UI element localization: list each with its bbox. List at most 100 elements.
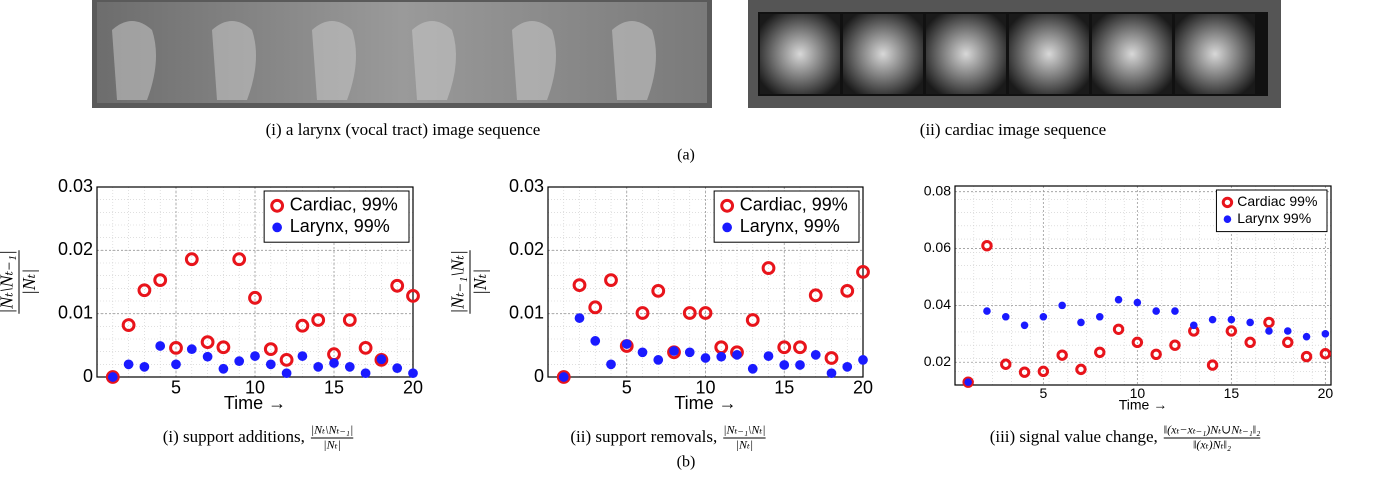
y-tick-label: 0.08 [924,182,951,198]
point [964,378,972,386]
formula-denominator: |Nₜ| [323,438,341,452]
point [1209,316,1217,324]
point [1284,327,1292,335]
x-axis-label: Time → [674,393,736,413]
x-tick-label: 5 [171,377,181,397]
formula-numerator: ‖(xₜ−xₜ₋₁)Nₜ∪Nₜ₋₁‖₂ [1164,423,1261,437]
point [392,363,402,373]
point [779,360,789,370]
legend-marker [722,223,732,233]
point [638,347,648,357]
x-tick-label: 5 [622,377,632,397]
x-tick-label: 20 [1318,385,1334,401]
point [250,351,260,361]
y-tick-label: 0 [534,366,544,386]
formula-numerator: |Nₜ\Nₜ₋₁| [311,423,353,437]
y-tick-label: 0.06 [924,239,951,255]
point [345,362,355,372]
caption: (iii) signal value change, [990,427,1158,446]
point [108,372,118,382]
point [606,359,616,369]
y-axis-label: |Nₜ\Nₜ₋₁||Nₜ| [0,250,39,314]
point [1002,313,1010,321]
formula-numerator: |Nₜ₋₁\Nₜ| [447,250,467,314]
formula-numerator: |Nₜ₋₁\Nₜ| [723,423,765,437]
point [298,351,308,361]
legend: Cardiac, 99%Larynx, 99% [264,191,409,242]
formula-denominator: |Nₜ| [736,438,754,452]
caption: (ii) cardiac image sequence [920,120,1106,139]
legend: Cardiac 99%Larynx 99% [1216,190,1327,232]
point [669,346,679,356]
point [1265,327,1273,335]
figure: (i) a larynx (vocal tract) image sequenc… [0,0,1373,484]
point [983,307,991,315]
point [361,368,371,378]
x-tick-label: 20 [853,377,873,397]
point [234,356,244,366]
legend-marker [1224,215,1232,223]
point [653,355,663,365]
y-tick-label: 0.01 [58,302,93,322]
point [1303,333,1311,341]
x-tick-label: 15 [1224,385,1240,401]
y-tick-label: 0.04 [924,296,951,312]
point [1152,307,1160,315]
point [575,313,585,323]
y-axis-label: |Nₜ₋₁\Nₜ||Nₜ| [447,250,490,314]
panel-label: (a) [677,147,695,164]
formula-numerator: |Nₜ\Nₜ₋₁| [0,250,16,314]
larynx-sequence [92,0,712,108]
point [171,359,181,369]
point [1021,322,1029,330]
caption-formula: |Nₜ\Nₜ₋₁||Nₜ| [311,423,353,452]
point [858,355,868,365]
legend-label: Cardiac 99% [1237,193,1317,209]
point [1134,299,1142,307]
x-tick-label: 5 [1039,385,1047,401]
y-tick-label: 0.03 [58,176,93,196]
point [1246,319,1254,327]
page: {"figure": { "larynx_caption": "(i) a la… [0,0,1373,484]
point [1096,313,1104,321]
point [764,351,774,361]
panel-label: (b) [677,454,696,471]
y-tick-label: 0.02 [509,239,544,259]
caption: (i) support additions, [163,427,305,446]
y-tick-label: 0.02 [924,353,951,369]
legend-label: Cardiac, 99% [290,195,398,215]
point [329,358,339,368]
point [732,350,742,360]
formula-denominator: ‖(xₜ)Nₜ‖₂ [1193,438,1231,452]
y-tick-label: 0.02 [58,239,93,259]
point [203,352,213,362]
point [701,353,711,363]
point [155,341,165,351]
point [811,350,821,360]
caption: (ii) support removals, [570,427,717,446]
caption-formula: ‖(xₜ−xₜ₋₁)Nₜ∪Nₜ₋₁‖₂‖(xₜ)Nₜ‖₂ [1164,423,1261,452]
point [590,336,600,346]
cardiac-sequence [748,0,1281,108]
x-axis-label: Time → [1119,397,1167,413]
point [1228,316,1236,324]
point [1077,319,1085,327]
x-tick-label: 15 [774,377,794,397]
point [795,360,805,370]
caption: (i) a larynx (vocal tract) image sequenc… [266,120,541,139]
point [622,339,632,349]
point [313,362,323,372]
point [1115,296,1123,304]
point [559,372,569,382]
point [187,344,197,354]
point [842,362,852,372]
point [282,368,292,378]
legend-label: Larynx, 99% [740,216,840,236]
point [1190,322,1198,330]
y-tick-label: 0 [83,366,93,386]
legend-label: Larynx, 99% [290,216,390,236]
x-tick-label: 15 [324,377,344,397]
point [266,359,276,369]
point [408,368,418,378]
x-axis-label: Time → [224,393,286,413]
